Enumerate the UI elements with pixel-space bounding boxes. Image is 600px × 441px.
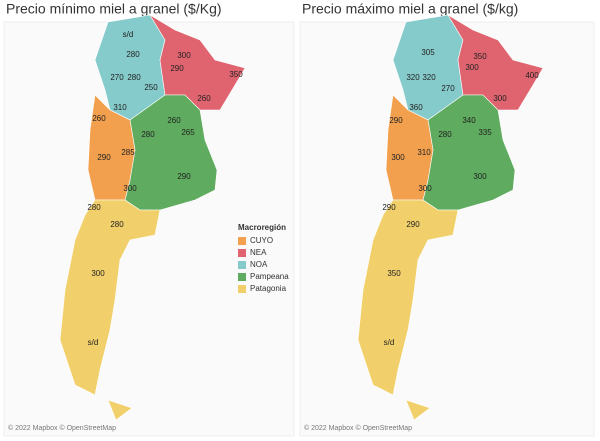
province-value: 310 bbox=[113, 103, 127, 112]
legend-swatch bbox=[238, 261, 246, 269]
province-value: 310 bbox=[417, 148, 431, 157]
province-value: 260 bbox=[167, 116, 181, 125]
province-value: s/d bbox=[123, 30, 134, 39]
province-value: 350 bbox=[387, 269, 401, 278]
province-value: 290 bbox=[170, 64, 184, 73]
map-title: Precio mínimo miel a granel ($/Kg) bbox=[6, 1, 222, 17]
province-value: 350 bbox=[473, 52, 487, 61]
province-value: 285 bbox=[121, 148, 135, 157]
province-value: 260 bbox=[92, 114, 106, 123]
province-value: 280 bbox=[127, 73, 141, 82]
province-value: 340 bbox=[462, 116, 476, 125]
province-value: 290 bbox=[389, 116, 403, 125]
province-value: 350 bbox=[229, 70, 243, 79]
province-value: 300 bbox=[473, 172, 487, 181]
province-value: 270 bbox=[110, 73, 124, 82]
legend-swatch bbox=[238, 273, 246, 281]
province-value: 305 bbox=[421, 48, 435, 57]
legend-swatch bbox=[238, 249, 246, 257]
attribution: © 2022 Mapbox © OpenStreetMap bbox=[304, 424, 412, 432]
map-panel: Precio mínimo miel a granel ($/Kg) © 202… bbox=[3, 1, 295, 437]
legend-title: Macroregión bbox=[238, 223, 286, 232]
map-title: Precio máximo miel a granel ($/kg) bbox=[302, 1, 518, 17]
legend-label: CUYO bbox=[250, 236, 273, 245]
legend-label: Pampeana bbox=[250, 272, 289, 281]
province-value: 290 bbox=[177, 172, 191, 181]
province-value: 290 bbox=[97, 153, 111, 162]
legend-swatch bbox=[238, 285, 246, 293]
province-value: 250 bbox=[144, 83, 158, 92]
province-value: 360 bbox=[409, 103, 423, 112]
province-value: 280 bbox=[110, 220, 124, 229]
province-value: 290 bbox=[406, 220, 420, 229]
province-value: s/d bbox=[384, 338, 395, 347]
province-value: 290 bbox=[382, 203, 396, 212]
province-value: 320 bbox=[422, 73, 436, 82]
legend-label: Patagonia bbox=[250, 284, 287, 293]
legend-swatch bbox=[238, 237, 246, 245]
province-value: 260 bbox=[197, 94, 211, 103]
province-value: 280 bbox=[141, 130, 155, 139]
province-value: 300 bbox=[465, 63, 479, 72]
province-value: 300 bbox=[91, 269, 105, 278]
province-value: 280 bbox=[87, 203, 101, 212]
province-value: 300 bbox=[418, 184, 432, 193]
province-value: 300 bbox=[391, 153, 405, 162]
legend-label: NEA bbox=[250, 248, 267, 257]
province-value: 400 bbox=[525, 71, 539, 80]
legend-label: NOA bbox=[250, 260, 268, 269]
attribution: © 2022 Mapbox © OpenStreetMap bbox=[8, 424, 116, 432]
province-value: 270 bbox=[441, 84, 455, 93]
province-value: 320 bbox=[406, 73, 420, 82]
province-value: s/d bbox=[88, 338, 99, 347]
province-value: 280 bbox=[438, 130, 452, 139]
province-value: 300 bbox=[123, 184, 137, 193]
province-value: 335 bbox=[478, 128, 492, 137]
map-panel: Precio máximo miel a granel ($/kg) © 202… bbox=[299, 1, 595, 437]
province-value: 265 bbox=[181, 128, 195, 137]
province-value: 300 bbox=[493, 94, 507, 103]
province-value: 280 bbox=[126, 50, 140, 59]
province-value: 300 bbox=[177, 51, 191, 60]
legend: Macroregión CUYO NEA NOA Pampeana Patagonia bbox=[238, 223, 289, 293]
